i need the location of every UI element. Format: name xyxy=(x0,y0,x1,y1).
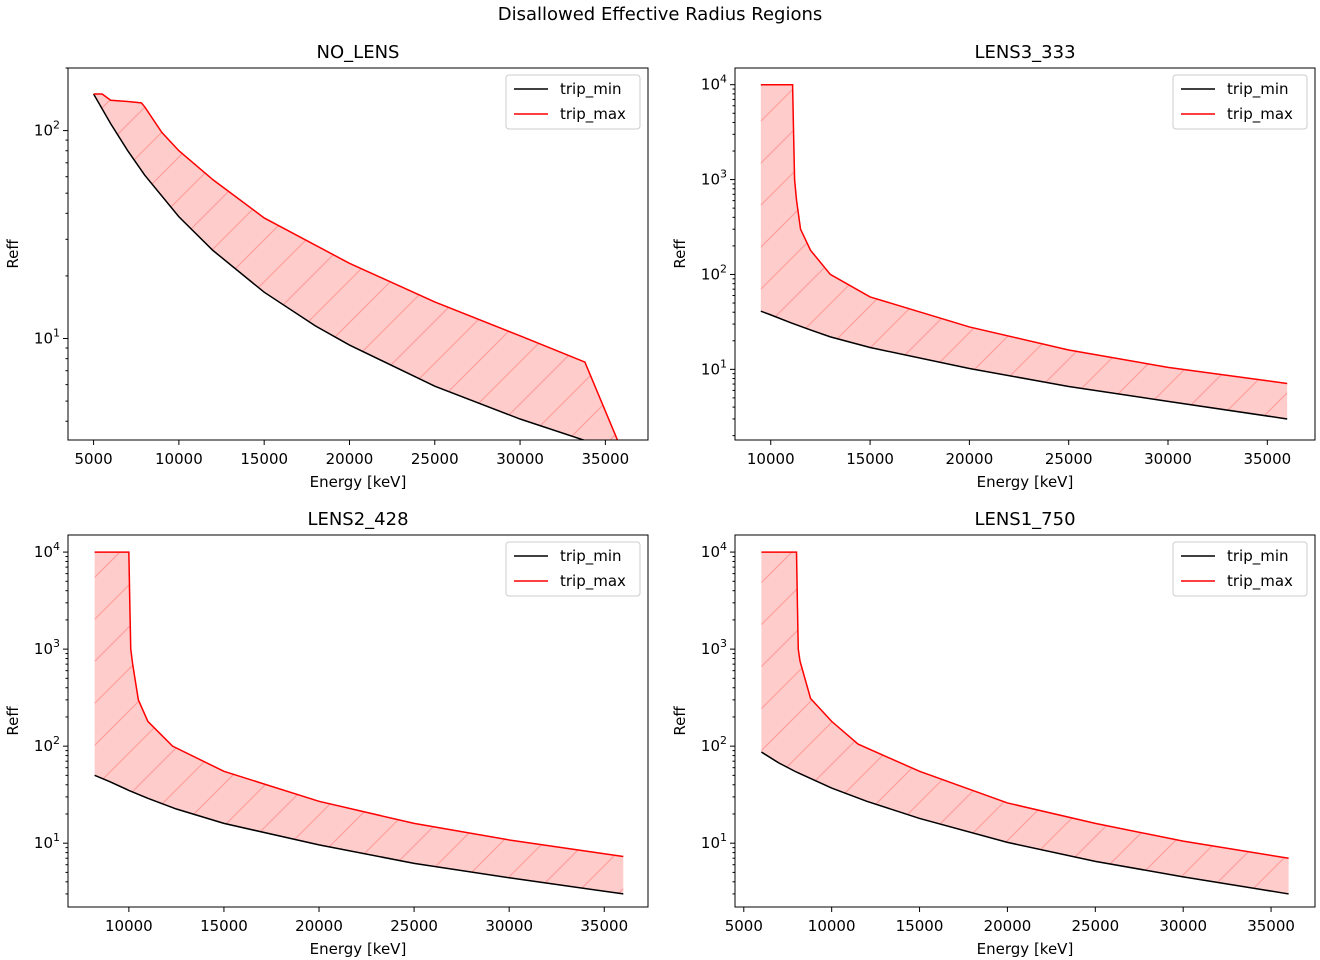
y-tick-label: 101 xyxy=(34,327,60,348)
x-tick-label: 35000 xyxy=(580,917,628,935)
x-tick-label: 15000 xyxy=(846,450,894,468)
x-tick-label: 20000 xyxy=(984,917,1032,935)
series-line-trip-min xyxy=(760,310,1288,420)
y-tick-label: 102 xyxy=(34,119,60,140)
legend-label: trip_max xyxy=(1227,105,1293,124)
chart-panel: 10000 15000 20000 25000 30000 35000 101 102 103 1… xyxy=(4,509,649,958)
plot-frame xyxy=(67,534,649,908)
disallowed-region xyxy=(761,552,1289,894)
y-axis-label: Reff xyxy=(4,706,22,736)
plot-frame xyxy=(67,67,649,441)
y-axis-label: Reff xyxy=(671,706,689,736)
x-tick-label: 25000 xyxy=(1071,917,1119,935)
x-axis-label: Energy [keV] xyxy=(310,940,407,958)
legend-label: trip_max xyxy=(1227,572,1293,591)
y-tick-label: 102 xyxy=(701,734,727,755)
x-tick-label: 15000 xyxy=(896,917,944,935)
legend: trip_min trip_max xyxy=(1172,74,1308,130)
series-line-trip-max xyxy=(94,551,624,858)
x-tick-label: 10000 xyxy=(747,450,795,468)
panel-title: LENS1_750 xyxy=(974,509,1075,530)
series-line-trip-min xyxy=(760,751,1289,895)
x-tick-label: 35000 xyxy=(581,450,629,468)
legend-label: trip_min xyxy=(560,547,622,566)
series-line-trip-min xyxy=(94,774,624,895)
x-axis-label: Energy [keV] xyxy=(310,473,407,491)
panel-title: LENS2_428 xyxy=(307,509,408,530)
disallowed-region xyxy=(760,84,1288,419)
y-tick-label: 103 xyxy=(701,168,727,189)
panel-title: NO_LENS xyxy=(317,42,400,63)
y-tick-label: 101 xyxy=(701,831,727,852)
y-tick-label: 102 xyxy=(34,734,60,755)
chart-panel: 10000 15000 20000 25000 30000 35000 101 102 103 1… xyxy=(671,42,1316,491)
x-tick-label: 35000 xyxy=(1247,917,1295,935)
y-tick-label: 101 xyxy=(701,357,727,378)
x-axis-label: Energy [keV] xyxy=(977,940,1074,958)
series-line-trip-max xyxy=(761,551,1289,859)
x-tick-label: 30000 xyxy=(1144,450,1192,468)
series-line-trip-max xyxy=(760,83,1288,385)
y-tick-label: 103 xyxy=(701,637,727,658)
y-axis-label: Reff xyxy=(4,239,22,269)
y-tick-label: 104 xyxy=(701,73,727,94)
x-tick-label: 30000 xyxy=(1159,917,1207,935)
legend-label: trip_max xyxy=(560,572,626,591)
chart-panel: 5000 10000 15000 20000 25000 30000 35000 101 102… xyxy=(4,42,649,491)
x-tick-label: 25000 xyxy=(411,450,459,468)
plot-frame xyxy=(734,534,1316,908)
series-line-trip-min xyxy=(92,93,586,440)
x-tick-label: 15000 xyxy=(240,450,288,468)
x-tick-label: 5000 xyxy=(74,450,112,468)
disallowed-region xyxy=(93,93,618,440)
legend-label: trip_min xyxy=(1227,547,1289,566)
y-tick-label: 101 xyxy=(34,831,60,852)
x-tick-label: 25000 xyxy=(1045,450,1093,468)
x-tick-label: 10000 xyxy=(105,917,153,935)
legend: trip_min trip_max xyxy=(505,541,641,597)
y-tick-label: 102 xyxy=(701,262,727,283)
x-axis-label: Energy [keV] xyxy=(977,473,1074,491)
x-tick-label: 20000 xyxy=(295,917,343,935)
legend: trip_min trip_max xyxy=(1172,541,1308,597)
x-tick-label: 20000 xyxy=(946,450,994,468)
y-axis-label: Reff xyxy=(671,239,689,269)
x-tick-label: 5000 xyxy=(725,917,763,935)
panel-title: LENS3_333 xyxy=(974,42,1075,63)
y-tick-label: 103 xyxy=(34,637,60,658)
plot-frame xyxy=(734,67,1316,441)
y-tick-label: 104 xyxy=(34,540,60,561)
x-tick-label: 25000 xyxy=(390,917,438,935)
legend-label: trip_max xyxy=(560,105,626,124)
chart-panel: 5000 10000 15000 20000 25000 30000 35000 101 102… xyxy=(671,509,1316,958)
legend-label: trip_min xyxy=(560,80,622,99)
x-tick-label: 20000 xyxy=(326,450,374,468)
x-tick-label: 15000 xyxy=(200,917,248,935)
figure-title: Disallowed Effective Radius Regions xyxy=(498,4,823,25)
x-tick-label: 10000 xyxy=(808,917,856,935)
legend: trip_min trip_max xyxy=(505,74,641,130)
x-tick-label: 10000 xyxy=(155,450,203,468)
x-tick-label: 30000 xyxy=(496,450,544,468)
y-tick-label: 104 xyxy=(701,540,727,561)
disallowed-region xyxy=(94,552,624,894)
legend-label: trip_min xyxy=(1227,80,1289,99)
x-tick-label: 30000 xyxy=(485,917,533,935)
series-line-trip-max xyxy=(93,93,619,440)
x-tick-label: 35000 xyxy=(1243,450,1291,468)
